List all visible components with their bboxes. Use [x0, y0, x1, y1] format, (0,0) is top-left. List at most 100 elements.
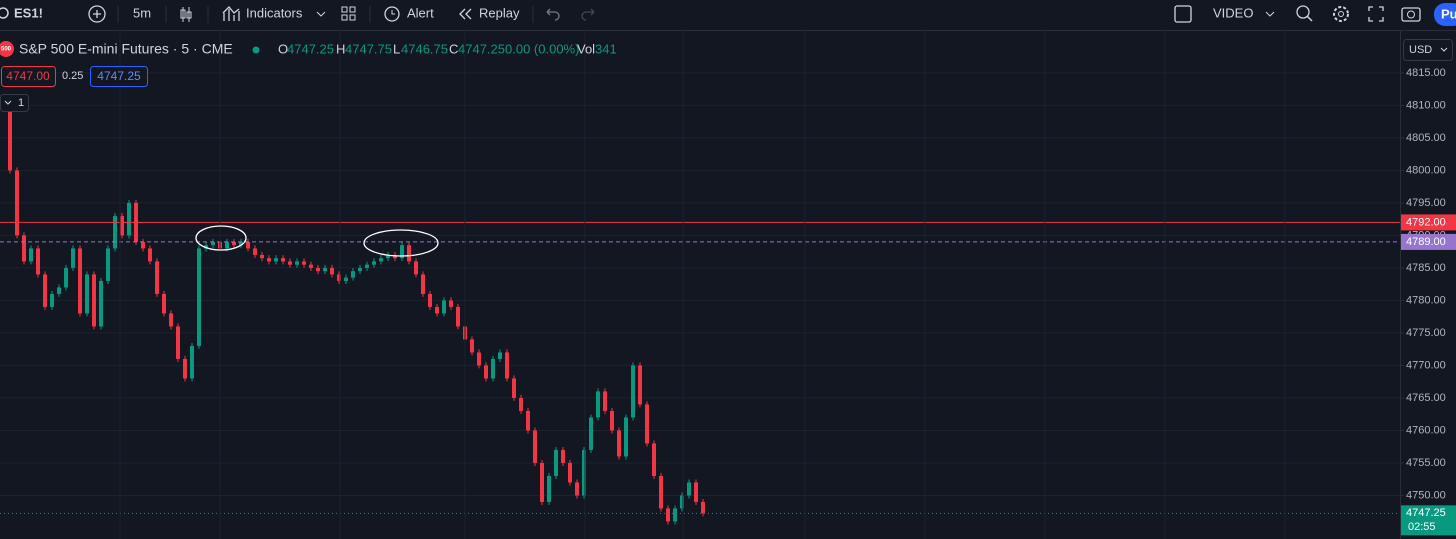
- candle: [64, 267, 68, 288]
- currency[interactable]: USD: [1409, 44, 1432, 56]
- candle: [71, 248, 75, 268]
- candle: [22, 235, 26, 262]
- buy-price[interactable]: 4747.25: [97, 69, 141, 83]
- candle: [547, 475, 551, 502]
- price-label: 4747.25: [1406, 507, 1446, 519]
- price-label-box: [1401, 505, 1456, 536]
- candle: [659, 475, 663, 509]
- replay-icon[interactable]: [459, 8, 472, 20]
- vol-label: Vol: [577, 41, 595, 56]
- candle: [477, 352, 481, 366]
- candle: [295, 261, 299, 265]
- drawing-ellipse[interactable]: [363, 229, 439, 257]
- candle: [50, 293, 54, 307]
- candle: [498, 352, 502, 359]
- candle: [155, 261, 159, 294]
- symbol[interactable]: ES1!: [14, 5, 43, 20]
- collapse-button[interactable]: [0, 94, 29, 112]
- ohlc-value: 4747.75: [345, 41, 392, 56]
- candle: [589, 417, 593, 450]
- buy-button[interactable]: [90, 66, 148, 87]
- currency-button[interactable]: [1403, 39, 1453, 61]
- settings[interactable]: [1333, 6, 1349, 22]
- publish-label[interactable]: Pu: [1441, 6, 1456, 21]
- chevron: [4, 100, 12, 105]
- candle: [540, 462, 544, 502]
- candle: [393, 254, 397, 259]
- candle: [204, 245, 208, 249]
- candle: [414, 261, 418, 275]
- snapshot[interactable]: [1401, 7, 1421, 22]
- candle: [232, 241, 236, 246]
- candle: [456, 306, 460, 327]
- sell-price[interactable]: 4747.00: [6, 69, 50, 83]
- candle: [169, 313, 173, 327]
- templates-icon[interactable]: [341, 6, 356, 21]
- candle: [687, 482, 691, 496]
- candle: [330, 267, 334, 275]
- layout-icon[interactable]: [1174, 5, 1192, 23]
- candle: [568, 462, 572, 483]
- replay[interactable]: Replay: [479, 5, 520, 20]
- ohlc-label: O: [278, 41, 288, 56]
- chevron[interactable]: [1265, 11, 1275, 17]
- alert[interactable]: Alert: [407, 5, 434, 20]
- candle: [211, 241, 215, 246]
- symbol-name[interactable]: S&P 500 E-mini Futures · 5 · CME: [19, 41, 233, 57]
- candle: [239, 241, 243, 246]
- spread: 0.25: [62, 70, 83, 82]
- drawing-ellipse[interactable]: [195, 225, 247, 251]
- y-tick-label: 4755.00: [1406, 457, 1446, 469]
- redo[interactable]: [581, 8, 595, 21]
- toolbar: [0, 0, 1456, 30]
- candle: [519, 397, 523, 411]
- alert-icon: [391, 10, 395, 15]
- candle: [120, 215, 124, 236]
- candle: [316, 267, 320, 272]
- grid: [0, 72, 1400, 496]
- candle: [435, 306, 439, 314]
- price-label: 4792.00: [1406, 216, 1446, 228]
- candle: [309, 264, 313, 268]
- candle: [701, 501, 705, 514]
- candle: [302, 261, 306, 265]
- y-tick-label: 4775.00: [1406, 327, 1446, 339]
- publish-button[interactable]: [1434, 3, 1456, 26]
- candle: [148, 248, 152, 262]
- search-icon[interactable]: [0, 7, 9, 19]
- chevron[interactable]: [316, 11, 326, 17]
- candle: [183, 358, 187, 379]
- candle: [197, 248, 201, 346]
- compare-icon[interactable]: [88, 5, 106, 23]
- price-label: 4789.00: [1406, 236, 1446, 248]
- layout-name[interactable]: VIDEO: [1213, 5, 1253, 20]
- indicator-count[interactable]: 1: [18, 97, 24, 109]
- ohlc-label: L: [393, 41, 400, 56]
- alert-icon[interactable]: [384, 6, 400, 22]
- candle: [246, 241, 250, 249]
- candle: [344, 277, 348, 281]
- candle: [512, 378, 516, 398]
- y-tick-label: 4805.00: [1406, 132, 1446, 144]
- candle: [617, 430, 621, 457]
- candle: [274, 258, 278, 262]
- candle: [15, 170, 19, 236]
- chart-type-icon: [186, 11, 192, 19]
- plus: [93, 10, 101, 18]
- candle: [645, 404, 649, 444]
- candle: [666, 508, 670, 522]
- candle: [267, 258, 271, 262]
- candle: [225, 241, 229, 249]
- fullscreen[interactable]: [1368, 6, 1384, 22]
- candle: [281, 258, 285, 262]
- quick-search[interactable]: [1296, 5, 1310, 19]
- candle: [260, 254, 264, 259]
- interval[interactable]: 5m: [133, 5, 151, 20]
- indicators-icon[interactable]: [222, 6, 240, 21]
- indicators[interactable]: Indicators: [246, 5, 303, 20]
- candle: [680, 495, 684, 509]
- undo[interactable]: [546, 8, 560, 21]
- candle: [400, 245, 404, 259]
- candle: [78, 248, 82, 314]
- sell-button[interactable]: [1, 66, 56, 87]
